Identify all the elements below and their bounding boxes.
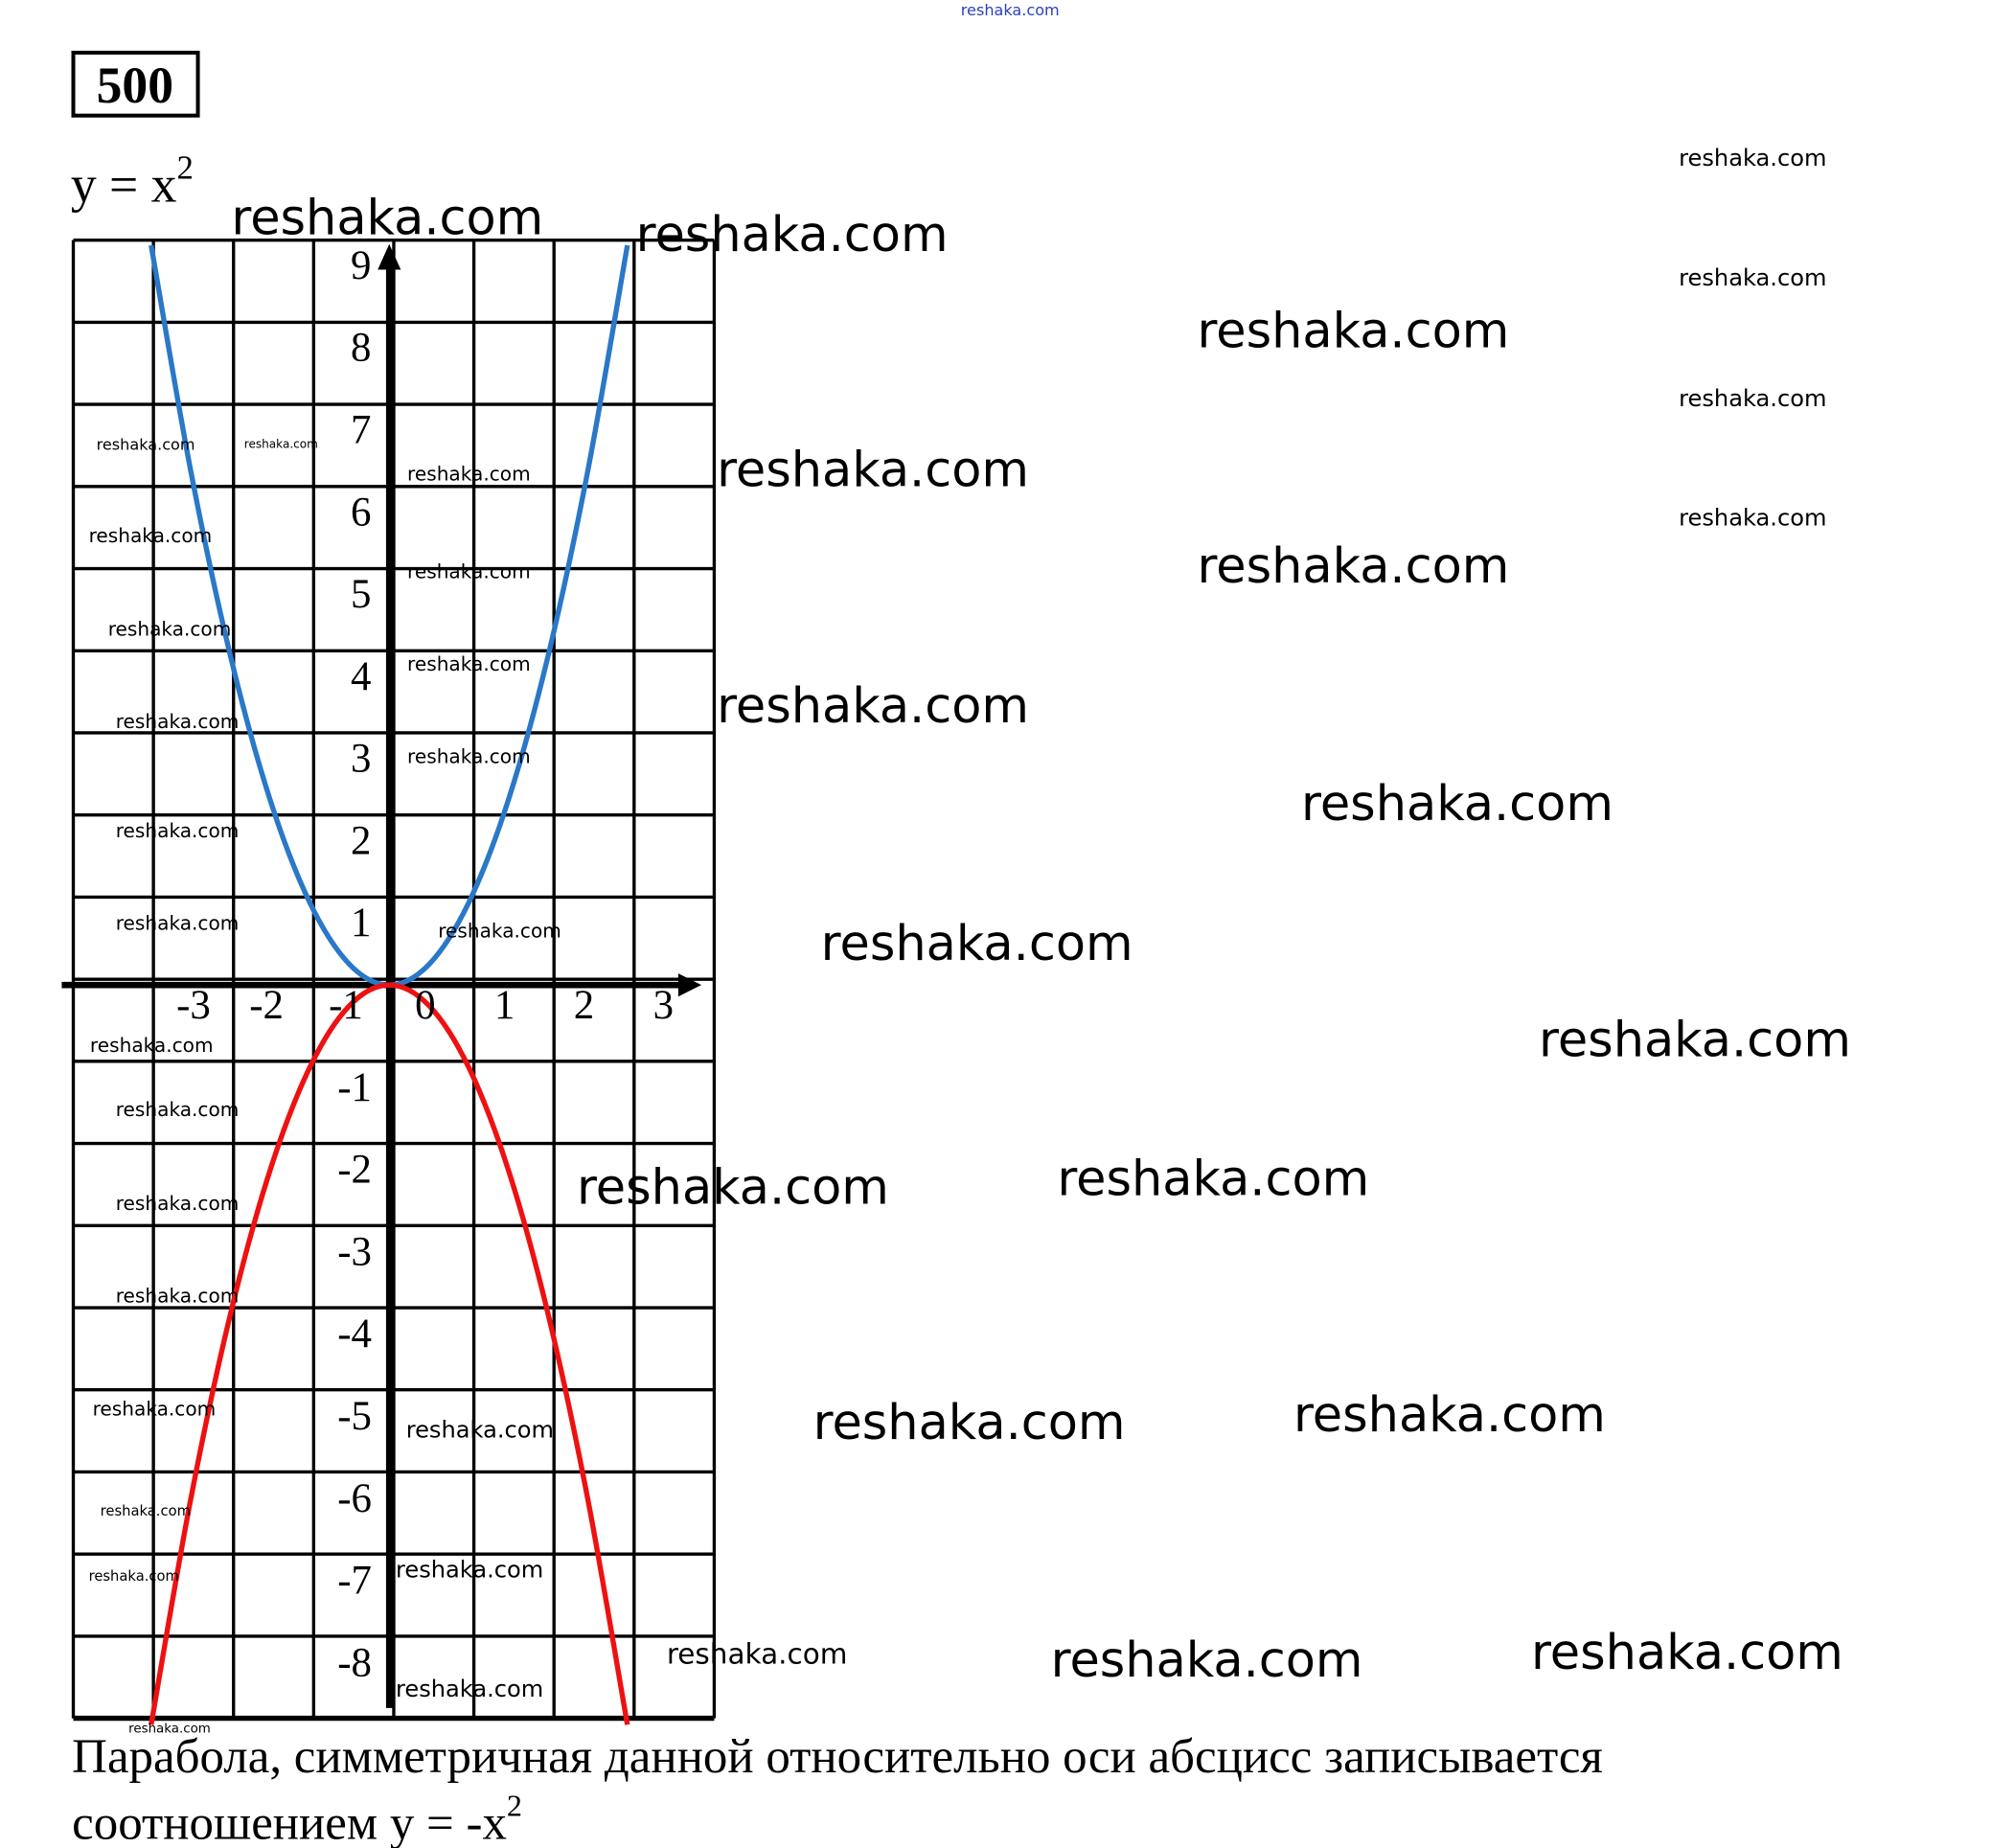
- watermark: reshaka.com: [1679, 385, 1826, 412]
- x-tick-label: 2: [574, 983, 594, 1028]
- watermark: reshaka.com: [717, 678, 1029, 735]
- grid: [71, 239, 717, 1722]
- watermark: reshaka.com: [1057, 1151, 1369, 1207]
- y-tick-label: -6: [337, 1476, 372, 1521]
- watermark: reshaka.com: [1051, 1632, 1363, 1689]
- x-axis-arrow-icon: [677, 973, 702, 997]
- watermark: reshaka.com: [1679, 505, 1826, 532]
- watermark: reshaka.com: [717, 442, 1029, 498]
- y-axis-arrow-icon: [378, 243, 401, 270]
- watermark: reshaka.com: [93, 1397, 217, 1420]
- watermark: reshaka.com: [407, 744, 531, 767]
- x-tick-label: -1: [329, 983, 363, 1028]
- watermark: reshaka.com: [116, 819, 240, 842]
- conclusion-line-1: Парабола, симметричная данной относитель…: [72, 1730, 1603, 1784]
- y-tick-label: 9: [351, 243, 371, 288]
- problem-number-box: [71, 50, 200, 118]
- x-tick-label: 0: [415, 983, 435, 1028]
- watermark: reshaka.com: [108, 618, 232, 641]
- y-tick-label: 7: [351, 407, 371, 452]
- watermark: reshaka.com: [396, 1676, 543, 1702]
- y-tick-label: -7: [337, 1559, 372, 1604]
- watermark: reshaka.com: [231, 191, 543, 247]
- watermark: reshaka.com: [97, 436, 195, 454]
- parabola-negative: [149, 982, 630, 1725]
- watermark: reshaka.com: [244, 437, 318, 450]
- x-tick-label: -2: [249, 983, 284, 1028]
- y-tick-label: -3: [337, 1229, 372, 1274]
- watermark: reshaka.com: [407, 462, 531, 485]
- x-tick-label: 3: [653, 983, 674, 1028]
- y-tick-label: 8: [351, 326, 371, 371]
- conclusion-line-2: соотношением y = -x2: [72, 1788, 522, 1848]
- watermark: reshaka.com: [1531, 1625, 1843, 1681]
- watermark: reshaka.com: [101, 1503, 191, 1519]
- watermark-top: reshaka.com: [961, 1, 1060, 19]
- watermark: reshaka.com: [128, 1722, 211, 1736]
- y-tick-label: 2: [351, 818, 371, 863]
- watermark: reshaka.com: [1679, 264, 1826, 291]
- formula-label: y = x2: [71, 148, 194, 213]
- watermark: reshaka.com: [1679, 145, 1826, 171]
- y-tick-label: 5: [351, 572, 371, 617]
- watermark: reshaka.com: [116, 710, 240, 733]
- watermark: reshaka.com: [1197, 538, 1509, 595]
- curves: [149, 244, 630, 1725]
- y-tick-label: -4: [337, 1312, 372, 1357]
- y-tick-label: -1: [337, 1065, 372, 1110]
- watermark: reshaka.com: [116, 1284, 240, 1307]
- watermark: reshaka.com: [116, 1192, 240, 1215]
- y-tick-label: 6: [351, 490, 371, 535]
- watermarks: reshaka.com reshaka.com reshaka.com reshaka…: [89, 145, 1851, 1736]
- watermark: reshaka.com: [438, 920, 561, 943]
- watermark: reshaka.com: [89, 524, 213, 547]
- y-tick-label: -2: [337, 1148, 372, 1193]
- y-tick-label: 4: [351, 654, 371, 699]
- watermark: reshaka.com: [1301, 776, 1613, 833]
- watermark: reshaka.com: [1539, 1012, 1851, 1068]
- watermark: reshaka.com: [406, 1416, 554, 1443]
- y-tick-label: -5: [337, 1394, 372, 1439]
- watermark: reshaka.com: [89, 1568, 179, 1585]
- y-tick-label: -8: [337, 1640, 372, 1685]
- watermark: reshaka.com: [667, 1637, 848, 1670]
- watermark: reshaka.com: [396, 1556, 543, 1583]
- watermark: reshaka.com: [116, 1098, 240, 1121]
- watermark: reshaka.com: [407, 559, 531, 582]
- axes: [61, 243, 702, 1708]
- watermark: reshaka.com: [577, 1160, 889, 1217]
- watermark: reshaka.com: [407, 652, 531, 675]
- watermark: reshaka.com: [1197, 304, 1509, 360]
- problem-number: 500: [97, 57, 173, 114]
- x-tick-label: -3: [176, 983, 211, 1028]
- watermark: reshaka.com: [116, 912, 240, 935]
- x-tick-label: 1: [494, 983, 515, 1028]
- watermark: reshaka.com: [821, 916, 1133, 972]
- watermark: reshaka.com: [813, 1395, 1126, 1451]
- y-tick-label: 3: [351, 737, 371, 782]
- watermark: reshaka.com: [636, 207, 949, 263]
- watermark: reshaka.com: [1293, 1387, 1606, 1444]
- watermark: reshaka.com: [90, 1034, 214, 1057]
- y-tick-label: 1: [351, 901, 371, 946]
